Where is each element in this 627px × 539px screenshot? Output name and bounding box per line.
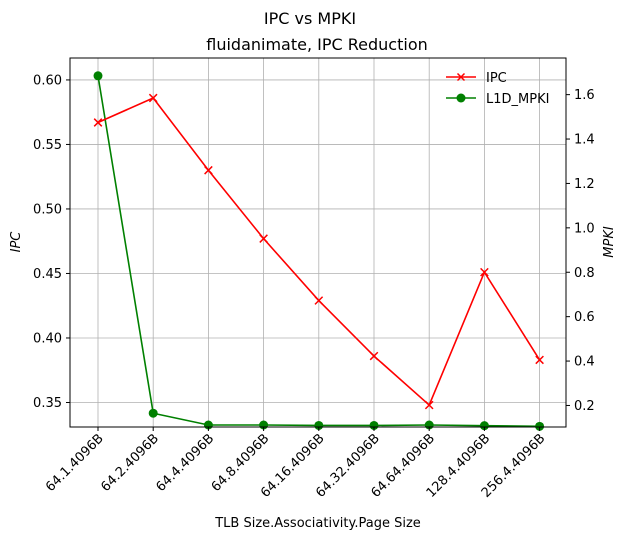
series-layer	[93, 71, 545, 431]
x-axis-ticks: 64.1.4096B64.2.4096B64.4.4096B64.8.4096B…	[43, 427, 548, 501]
data-point-l1d-mpki	[479, 421, 489, 431]
legend-label-l1d-mpki: L1D_MPKI	[486, 92, 549, 107]
data-point-l1d-mpki	[535, 421, 545, 431]
chart-suptitle: IPC vs MPKI	[264, 9, 356, 28]
y-right-tick-label: 1.6	[574, 88, 595, 103]
y-right-tick-label: 1.2	[574, 177, 595, 192]
legend-x-marker	[456, 72, 466, 82]
x-tick-label: 64.1.4096B	[43, 431, 107, 495]
y-right-tick-label: 0.6	[574, 310, 595, 325]
chart-title: fluidanimate, IPC Reduction	[206, 35, 428, 54]
y-left-tick-label: 0.45	[33, 267, 62, 282]
data-point-ipc	[259, 234, 268, 243]
data-point-ipc	[93, 118, 103, 127]
data-point-ipc	[204, 165, 213, 175]
data-point-ipc	[480, 267, 489, 277]
data-point-ipc	[535, 355, 544, 365]
y-left-axis-ticks: 0.35 0.40 0.45 0.50 0.55 0.60	[33, 73, 70, 411]
data-point-l1d-mpki	[369, 420, 379, 430]
data-point-l1d-mpki	[148, 408, 158, 418]
y-left-tick-label: 0.35	[33, 396, 62, 411]
data-point-l1d-mpki	[314, 420, 324, 430]
y-left-axis-label: IPC	[9, 231, 24, 253]
legend: IPC L1D_MPKI	[446, 71, 549, 107]
y-left-tick-label: 0.60	[33, 73, 62, 88]
data-point-ipc	[369, 351, 379, 361]
x-tick-label: 64.2.4096B	[98, 431, 162, 495]
legend-entry-ipc: IPC	[446, 71, 507, 86]
y-right-tick-label: 1.4	[574, 133, 595, 148]
y-right-tick-label: 0.2	[574, 399, 595, 414]
grid-lines	[70, 58, 566, 427]
data-point-ipc	[424, 400, 434, 410]
data-point-ipc	[314, 296, 324, 305]
y-right-tick-label: 1.0	[574, 221, 595, 236]
data-point-l1d-mpki	[93, 71, 103, 81]
y-left-tick-label: 0.55	[33, 138, 62, 153]
x-tick-label: 64.4.4096B	[154, 431, 218, 495]
legend-label-ipc: IPC	[486, 71, 507, 86]
x-axis-label: TLB Size.Associativity.Page Size	[214, 516, 421, 531]
legend-entry-l1d-mpki: L1D_MPKI	[446, 92, 549, 107]
data-point-ipc	[148, 93, 158, 103]
y-left-tick-label: 0.50	[33, 202, 62, 217]
y-left-tick-label: 0.40	[33, 331, 62, 346]
y-right-axis-ticks: 0.2 0.4 0.6 0.8 1.0 1.2 1.4 1.6	[566, 88, 595, 414]
y-right-axis-label: MPKI	[602, 226, 617, 258]
y-right-tick-label: 0.8	[574, 266, 595, 281]
y-right-tick-label: 0.4	[574, 355, 595, 370]
legend-circle-marker	[456, 93, 466, 103]
plot-frame	[69, 57, 567, 428]
